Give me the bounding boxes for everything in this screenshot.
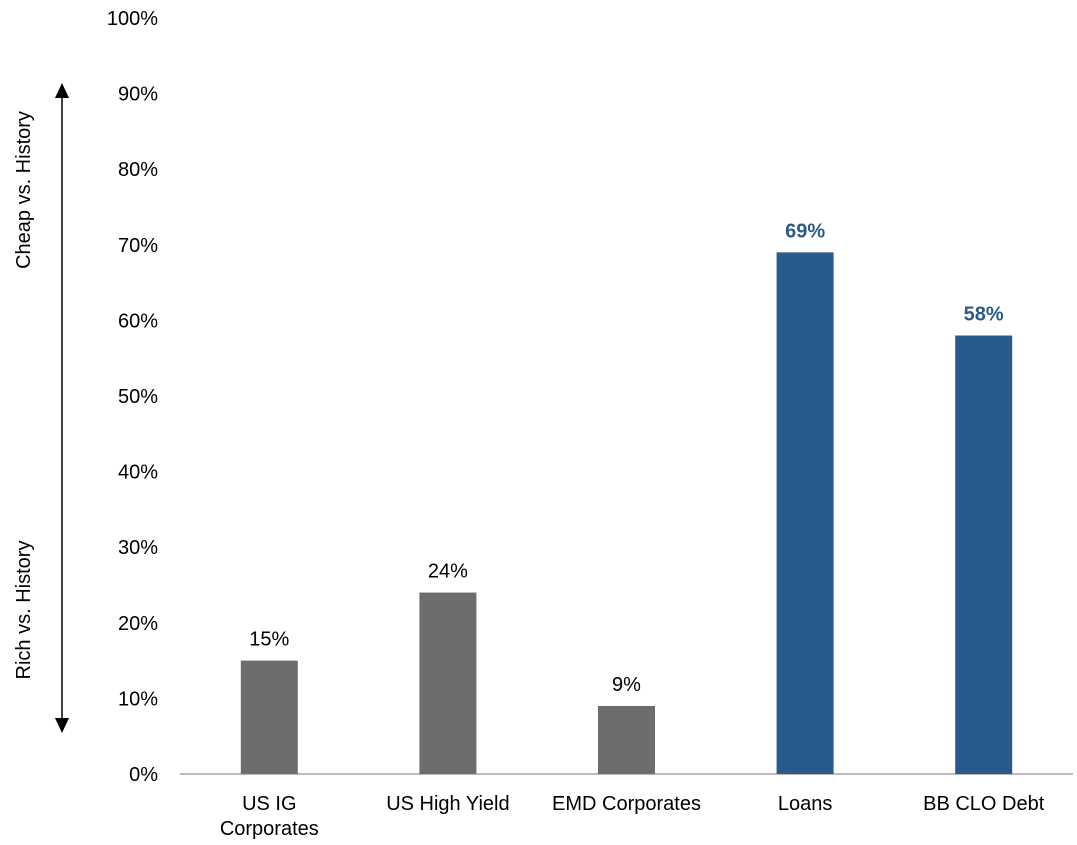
data-label: 24% — [428, 561, 468, 583]
y-tick-label: 30% — [118, 537, 158, 559]
y-tick-label: 0% — [129, 764, 158, 786]
y-tick-label: 100% — [107, 8, 158, 30]
arrow-up-icon — [55, 83, 69, 98]
category-label: Loans — [778, 793, 833, 815]
category-label: US IG Corporates — [220, 793, 319, 840]
category-label: EMD Corporates — [552, 793, 701, 815]
y-tick-label: 20% — [118, 613, 158, 635]
y-axis-ticks: 0% 10% 20% 30% 40% 50% 60% 70% 80% 90% 100% — [107, 8, 158, 786]
y-tick-label: 60% — [118, 310, 158, 332]
bar — [240, 660, 298, 774]
bar — [419, 592, 477, 774]
data-labels: 15% 24% 9% 69% 58% — [249, 220, 1004, 696]
y-tick-label: 90% — [118, 84, 158, 106]
bar — [955, 335, 1013, 774]
data-label: 69% — [785, 220, 825, 242]
y-tick-label: 50% — [118, 386, 158, 408]
bar — [598, 705, 655, 774]
bars — [240, 252, 1013, 775]
y-tick-label: 10% — [118, 688, 158, 710]
category-label: US High Yield — [386, 793, 509, 815]
arrow-down-icon — [55, 718, 69, 733]
category-labels: US IG Corporates US High Yield EMD Corporat… — [220, 793, 1045, 840]
valuation-arrow: Cheap vs. History Rich vs. History — [13, 83, 69, 733]
category-label: BB CLO Debt — [923, 793, 1045, 815]
bar — [776, 252, 834, 775]
annotation-rich: Rich vs. History — [13, 541, 35, 680]
data-label: 58% — [964, 304, 1004, 326]
annotation-cheap: Cheap vs. History — [13, 111, 35, 269]
y-tick-label: 80% — [118, 159, 158, 181]
y-tick-label: 40% — [118, 462, 158, 484]
data-label: 9% — [612, 674, 641, 696]
data-label: 15% — [249, 629, 289, 651]
y-tick-label: 70% — [118, 235, 158, 257]
